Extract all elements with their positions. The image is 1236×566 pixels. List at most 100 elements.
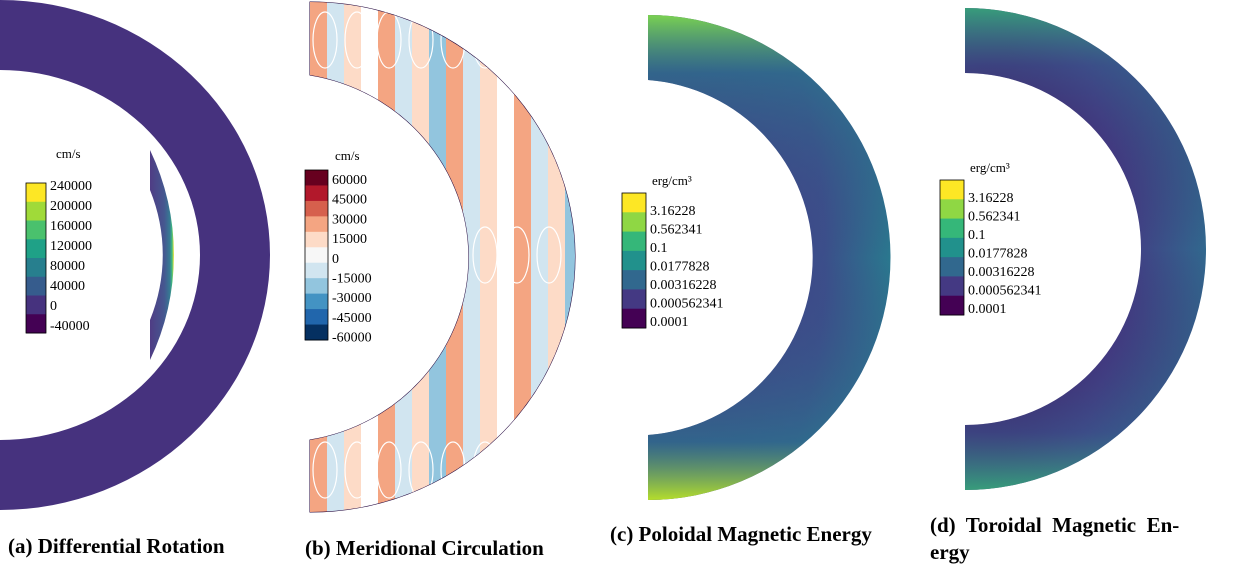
legend-swatch-b	[305, 309, 328, 326]
legend-tick-b: 45000	[332, 193, 367, 208]
legend-swatch-b	[305, 170, 328, 186]
shell-plot-b: cm/s 60000 45000 30000 15000 0 -15000 -30000 -45…	[304, 1, 576, 513]
legend-swatch-c	[622, 270, 646, 290]
streamline	[536, 226, 562, 284]
legend-tick-b: 0	[332, 252, 339, 267]
shell-highlight-d	[965, 8, 1206, 490]
streamline	[312, 11, 338, 69]
shell-plot-d: erg/cm³ 3.16228 0.562341 0.1 0.0177828 0.0031…	[939, 8, 1206, 490]
streamline	[472, 11, 498, 69]
legend-tick-a: 40000	[50, 279, 85, 294]
legend-unit-a: cm/s	[56, 146, 81, 161]
legend-swatch-b	[305, 185, 328, 202]
circulation-cell	[395, 2, 412, 512]
legend-tick-b: 60000	[332, 173, 367, 188]
legend-tick-d: 0.0001	[968, 302, 1007, 317]
legend-swatch-b	[305, 293, 328, 310]
legend-swatch-b	[305, 278, 328, 295]
legend-tick-d: 0.00316228	[968, 265, 1035, 280]
shell-highlight-c	[648, 15, 891, 500]
circulation-cell	[463, 2, 480, 512]
legend-swatch-b	[305, 216, 328, 233]
legend-tick-b: -15000	[332, 272, 372, 287]
legend-tick-a: 120000	[50, 239, 92, 254]
legend-tick-b: -45000	[332, 311, 372, 326]
legend-tick-a: 0	[50, 299, 57, 314]
legend-unit-c: erg/cm³	[652, 173, 692, 188]
legend-tick-d: 0.562341	[968, 210, 1021, 225]
panel-poloidal-energy: erg/cm³ 3.16228 0.562341 0.1 0.0177828 0.0031…	[600, 0, 920, 565]
shell-plot-c: erg/cm³ 3.16228 0.562341 0.1 0.0177828 0.0031…	[621, 15, 891, 500]
legend-frame-d	[939, 179, 965, 316]
equator-band-a	[150, 150, 174, 360]
legend-swatch-c	[622, 250, 646, 271]
legend-tick-d: 0.1	[968, 228, 986, 243]
panel-toroidal-energy: erg/cm³ 3.16228 0.562341 0.1 0.0177828 0.0031…	[920, 0, 1236, 565]
caption-d-line-1: (d) Toroidal Magnetic En-	[930, 513, 1180, 537]
legend-tick-a: 80000	[50, 259, 85, 274]
legend-b: cm/s 60000 45000 30000 15000 0 -15000 -30000 -45…	[304, 148, 372, 346]
legend-tick-d: 3.16228	[968, 191, 1014, 206]
streamline	[536, 441, 562, 499]
legend-swatch-a	[26, 220, 46, 240]
circulation-cells-b	[310, 2, 575, 512]
legend-tick-c: 0.00316228	[650, 278, 717, 293]
caption-d: (d) Toroidal Magnetic En- ergy	[930, 512, 1220, 566]
streamline	[376, 441, 402, 499]
legend-tick-d: 0.0177828	[968, 247, 1028, 262]
streamline	[504, 11, 530, 69]
caption-d-line-2: ergy	[930, 540, 970, 564]
caption-c: (c) Poloidal Magnetic Energy	[610, 522, 872, 546]
legend-swatch-b	[305, 324, 328, 341]
legend-swatch-d	[940, 257, 964, 277]
legend-unit-d: erg/cm³	[970, 160, 1010, 175]
legend-a: cm/s 240000 200000 160000 120000 80000 40000 0 -…	[25, 146, 92, 334]
circulation-cell	[531, 2, 548, 512]
legend-swatch-d	[940, 199, 964, 220]
legend-swatch-d	[940, 180, 964, 200]
legend-swatch-b	[305, 247, 328, 264]
panel-meridional-circulation: cm/s 60000 45000 30000 15000 0 -15000 -30000 -45…	[300, 0, 600, 565]
legend-tick-d: 0.000562341	[968, 284, 1042, 299]
legend-swatch-d	[940, 276, 964, 297]
streamline	[312, 441, 338, 499]
streamline	[504, 226, 530, 284]
legend-swatch-d	[940, 295, 964, 316]
circulation-cell	[429, 2, 446, 512]
legend-swatch-c	[622, 289, 646, 310]
circulation-cell	[548, 2, 565, 512]
legend-swatch-c	[622, 193, 646, 213]
legend-tick-b: -60000	[332, 331, 372, 346]
legend-frame-a	[25, 182, 47, 334]
legend-tick-c: 3.16228	[650, 204, 696, 219]
streamline	[408, 226, 434, 284]
legend-swatch-a	[26, 295, 46, 315]
legend-swatch-b	[305, 231, 328, 248]
legend-c: erg/cm³ 3.16228 0.562341 0.1 0.0177828 0.0031…	[621, 173, 724, 330]
circulation-cell	[361, 2, 378, 512]
legend-swatch-c	[622, 231, 646, 252]
legend-swatch-a	[26, 314, 46, 334]
legend-frame-c	[621, 192, 647, 329]
legend-tick-c: 0.0177828	[650, 260, 710, 275]
legend-d: erg/cm³ 3.16228 0.562341 0.1 0.0177828 0.0031…	[939, 160, 1042, 317]
legend-swatch-a	[26, 201, 46, 221]
caption-b: (b) Meridional Circulation	[305, 536, 544, 560]
legend-swatch-a	[26, 239, 46, 259]
legend-tick-c: 0.1	[650, 241, 668, 256]
shell-plot-a: cm/s 240000 200000 160000 120000 80000 40000 0 -…	[0, 0, 270, 510]
legend-tick-c: 0.562341	[650, 223, 703, 238]
legend-tick-b: -30000	[332, 291, 372, 306]
circulation-cell	[480, 2, 497, 512]
streamline	[536, 11, 562, 69]
legend-tick-b: 15000	[332, 232, 367, 247]
legend-swatch-d	[940, 237, 964, 258]
streamline	[472, 226, 498, 284]
legend-tick-a: -40000	[50, 319, 90, 334]
legend-unit-b: cm/s	[335, 148, 360, 163]
circulation-cell	[514, 2, 531, 512]
streamline	[376, 226, 402, 284]
shell-ring-a	[0, 0, 270, 510]
legend-swatch-b	[305, 200, 328, 217]
streamline	[440, 226, 466, 284]
